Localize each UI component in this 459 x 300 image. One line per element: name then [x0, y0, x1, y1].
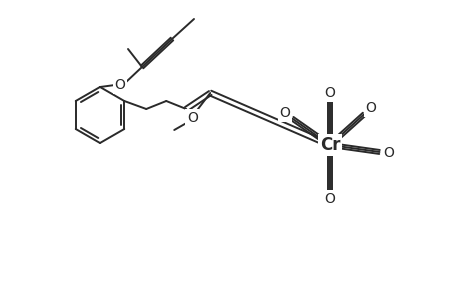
Text: O: O: [324, 86, 335, 100]
Text: O: O: [279, 106, 290, 121]
Text: O: O: [364, 101, 375, 115]
Text: O: O: [114, 78, 125, 92]
Text: O: O: [324, 192, 335, 206]
Text: Cr: Cr: [319, 136, 340, 154]
Text: O: O: [382, 146, 393, 160]
Text: O: O: [186, 111, 197, 125]
